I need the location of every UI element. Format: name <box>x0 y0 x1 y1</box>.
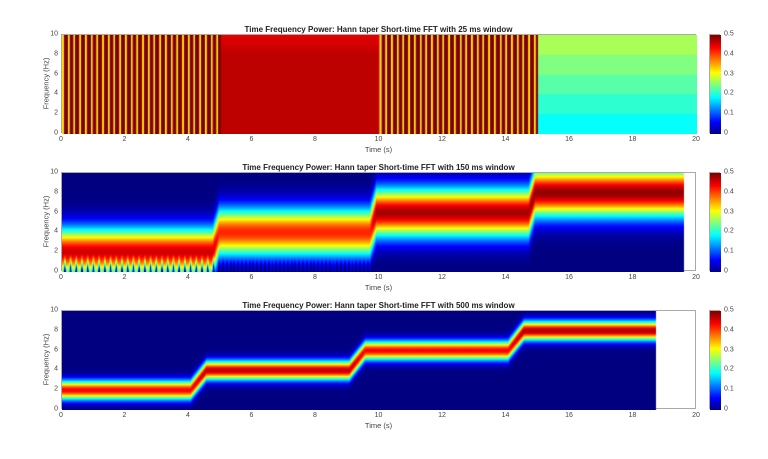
y-tick-label: 10 <box>50 30 58 38</box>
y-tick-label: 0 <box>54 267 58 275</box>
x-tick-label: 16 <box>565 412 573 419</box>
x-tick-label: 14 <box>501 136 510 143</box>
x-tick-label: 16 <box>565 136 573 143</box>
x-tick-label: 0 <box>59 274 63 281</box>
colorbar-tick-label: 0.2 <box>724 227 734 235</box>
y-tick-label: 6 <box>54 70 58 78</box>
y-tick-label: 4 <box>54 227 58 235</box>
colorbar-tick-label: 0.3 <box>724 70 734 78</box>
colorbar-tick-label: 0 <box>724 267 728 275</box>
chart-title: Time Frequency Power: Hann taper Short-t… <box>244 25 513 34</box>
x-tick-label: 6 <box>249 274 254 281</box>
y-tick-label: 0 <box>54 405 58 413</box>
x-tick-label: 14 <box>501 274 510 281</box>
y-axis-label: Frequency (Hz) <box>41 333 51 385</box>
y-tick-label: 2 <box>54 385 58 393</box>
colorbar-tick-label: 0.2 <box>724 89 734 97</box>
y-tick-label: 6 <box>54 346 58 354</box>
x-tick-label: 0 <box>59 136 63 143</box>
x-tick-label: 10 <box>374 274 383 281</box>
colorbar <box>709 172 721 272</box>
x-tick-label: 12 <box>438 136 446 143</box>
colorbar <box>709 34 721 134</box>
x-tick-label: 20 <box>692 412 700 419</box>
y-tick-label: 4 <box>54 365 58 373</box>
y-tick-label: 4 <box>54 89 58 97</box>
colorbar-gradient <box>710 35 721 134</box>
heatmap-axes <box>61 34 697 134</box>
colorbar-tick-label: 0.5 <box>724 168 734 176</box>
x-tick-label: 14 <box>501 412 510 419</box>
heatmap-cells <box>62 311 697 410</box>
y-tick-label: 10 <box>50 306 58 314</box>
colorbar <box>709 310 721 410</box>
y-tick-label: 10 <box>50 168 58 176</box>
colorbar-tick-label: 0.3 <box>724 208 734 216</box>
y-tick-label: 8 <box>54 50 58 58</box>
x-tick-label: 10 <box>374 412 383 419</box>
colorbar-tick-label: 0.4 <box>724 188 734 196</box>
colorbar-tick-label: 0.5 <box>724 306 734 314</box>
x-tick-label: 20 <box>692 136 700 143</box>
colorbar-tick-label: 0.1 <box>724 247 734 255</box>
x-tick-label: 18 <box>628 136 637 143</box>
colorbar-tick-label: 0.4 <box>724 50 734 58</box>
colorbar-tick-label: 0.2 <box>724 365 734 373</box>
x-axis-label: Time (s) <box>364 283 393 292</box>
x-tick-label: 2 <box>122 136 127 143</box>
x-tick-label: 4 <box>186 412 190 419</box>
colorbar-tick-label: 0 <box>724 405 728 413</box>
colorbar-tick-label: 0.3 <box>724 346 734 354</box>
x-tick-label: 10 <box>374 136 383 143</box>
x-tick-label: 4 <box>186 136 190 143</box>
y-tick-label: 8 <box>54 326 58 334</box>
x-tick-label: 12 <box>438 274 446 281</box>
chart-title: Time Frequency Power: Hann taper Short-t… <box>242 301 515 310</box>
colorbar-tick-label: 0.1 <box>724 109 734 117</box>
x-axis-label: Time (s) <box>364 145 393 154</box>
x-tick-label: 20 <box>692 274 700 281</box>
y-tick-label: 2 <box>54 247 58 255</box>
x-tick-label: 6 <box>249 412 254 419</box>
y-axis-label: Frequency (Hz) <box>41 195 51 247</box>
x-tick-label: 18 <box>628 412 637 419</box>
colorbar-tick-label: 0.4 <box>724 326 734 334</box>
x-tick-label: 16 <box>565 274 573 281</box>
y-tick-label: 0 <box>54 129 58 137</box>
heatmap-axes <box>61 310 697 410</box>
x-tick-label: 6 <box>249 136 254 143</box>
heatmap-axes <box>61 172 697 272</box>
colorbar-gradient <box>710 173 721 272</box>
heatmap-cells <box>62 173 697 272</box>
chart-title: Time Frequency Power: Hann taper Short-t… <box>242 163 515 172</box>
heatmap-cells <box>62 35 697 134</box>
x-tick-label: 8 <box>313 412 317 419</box>
x-tick-label: 18 <box>628 274 637 281</box>
y-tick-label: 2 <box>54 109 58 117</box>
y-tick-label: 8 <box>54 188 58 196</box>
x-tick-label: 4 <box>186 274 190 281</box>
x-tick-label: 12 <box>438 412 446 419</box>
colorbar-tick-label: 0 <box>724 129 728 137</box>
colorbar-gradient <box>710 311 721 410</box>
x-tick-label: 2 <box>122 412 127 419</box>
x-tick-label: 8 <box>313 274 317 281</box>
x-tick-label: 2 <box>122 274 127 281</box>
x-axis-label: Time (s) <box>364 421 393 430</box>
colorbar-tick-label: 0.5 <box>724 30 734 38</box>
x-tick-label: 0 <box>59 412 63 419</box>
x-tick-label: 8 <box>313 136 317 143</box>
y-axis-label: Frequency (Hz) <box>41 57 51 109</box>
y-tick-label: 6 <box>54 208 58 216</box>
colorbar-tick-label: 0.1 <box>724 385 734 393</box>
